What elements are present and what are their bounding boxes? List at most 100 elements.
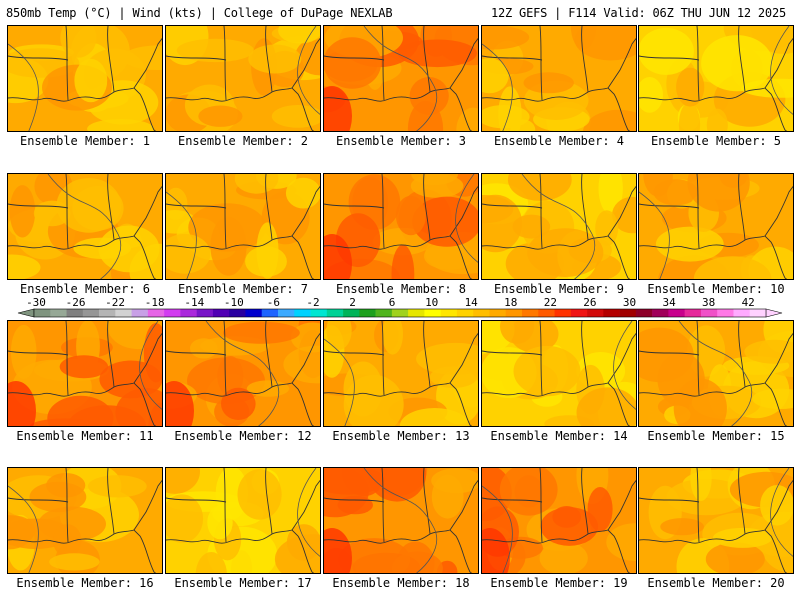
colorbar-tick-label: -14 xyxy=(184,297,204,309)
colorbar-tick-label: 18 xyxy=(504,297,517,309)
coastline xyxy=(166,55,227,61)
ensemble-member-map xyxy=(165,467,321,574)
colorbar-swatch xyxy=(196,309,214,317)
colorbar-swatch xyxy=(603,309,620,317)
coastline xyxy=(223,468,227,543)
coastline xyxy=(65,26,69,101)
coastline xyxy=(639,497,700,503)
ensemble-member-map xyxy=(165,320,321,427)
colorbar-max-arrow xyxy=(765,308,783,318)
coastline xyxy=(65,468,69,543)
member-label: Ensemble Member: 12 xyxy=(174,429,312,443)
coastline xyxy=(291,185,320,237)
isotherm-contour xyxy=(139,321,162,410)
temperature-colorbar: -30 -26 -22 -18 -14 -10 -6 -2 2 6 10 14 18 22 26 30 34 38… xyxy=(17,297,783,318)
colorbar-swatch xyxy=(733,309,751,317)
coastline xyxy=(482,497,543,503)
ensemble-member-map xyxy=(638,173,794,280)
colorbar-swatch xyxy=(294,309,311,317)
ensemble-member-map xyxy=(481,467,637,574)
coastline xyxy=(423,321,431,388)
temperature-field xyxy=(482,321,636,426)
colorbar-swatch xyxy=(522,309,539,317)
coastline xyxy=(696,468,700,543)
colorbar-swatch xyxy=(212,309,230,317)
colorbar-tick-label: 26 xyxy=(583,297,596,309)
colorbar-swatch xyxy=(587,309,604,317)
temperature-field xyxy=(166,174,320,279)
coastline xyxy=(539,26,543,101)
temperature-field xyxy=(482,174,636,279)
coastline xyxy=(639,203,700,209)
ensemble-member-map xyxy=(481,25,637,132)
colorbar-swatch xyxy=(456,309,474,317)
isotherm-contour xyxy=(482,485,513,573)
member-label: Ensemble Member: 18 xyxy=(332,576,470,590)
ensemble-member-map xyxy=(638,25,794,132)
colorbar-tick-label: 14 xyxy=(465,297,479,309)
temperature-field xyxy=(8,468,162,573)
coastline xyxy=(291,37,320,89)
coastline xyxy=(133,332,162,384)
colorbar-tick-label: 10 xyxy=(425,297,438,309)
ensemble-member-map xyxy=(165,173,321,280)
colorbar-swatch xyxy=(489,309,507,317)
coastline xyxy=(738,321,746,388)
coastline xyxy=(764,37,793,89)
coastline xyxy=(696,26,700,101)
coastline xyxy=(166,497,227,503)
coastline xyxy=(482,55,543,61)
colorbar-swatch xyxy=(375,309,393,317)
ensemble-member-map xyxy=(638,320,794,427)
colorbar-swatch xyxy=(50,309,67,317)
coastline xyxy=(223,26,227,101)
coastline xyxy=(166,235,315,279)
ensemble-member-map xyxy=(165,25,321,132)
coastline xyxy=(449,185,478,237)
colorbar-swatch xyxy=(554,309,572,317)
coastline xyxy=(639,87,788,131)
coastline xyxy=(107,26,115,93)
coastline xyxy=(107,321,115,388)
member-label: Ensemble Member: 5 xyxy=(650,134,782,148)
coastline xyxy=(8,350,69,356)
ensemble-member-map xyxy=(7,467,163,574)
coastline xyxy=(8,235,157,279)
colorbar-swatch xyxy=(245,309,263,317)
member-label: Ensemble Member: 2 xyxy=(177,134,309,148)
ensemble-member-map xyxy=(638,467,794,574)
colorbar-swatch xyxy=(700,309,718,317)
colorbar-swatch xyxy=(359,309,376,317)
member-label: Ensemble Member: 10 xyxy=(647,282,785,296)
coastline xyxy=(324,350,385,356)
temperature-field xyxy=(482,26,636,131)
coastline xyxy=(423,468,431,535)
member-label: Ensemble Member: 11 xyxy=(16,429,154,443)
coastline xyxy=(8,382,157,426)
member-label: Ensemble Member: 9 xyxy=(493,282,625,296)
coastline xyxy=(581,26,589,93)
colorbar-swatch xyxy=(99,309,116,317)
temperature-field xyxy=(639,468,793,573)
coastline xyxy=(607,332,636,384)
temperature-field xyxy=(8,26,162,131)
coastline xyxy=(133,185,162,237)
colorbar-tick-label: -10 xyxy=(224,297,244,309)
isotherm-contour xyxy=(205,321,279,426)
colorbar-swatch xyxy=(684,309,702,317)
coastline xyxy=(166,350,227,356)
model-run-info: 12Z GEFS | F114 Valid: 06Z THU JUN 12 20… xyxy=(490,6,786,20)
member-label: Ensemble Member: 6 xyxy=(19,282,151,296)
ensemble-member-map xyxy=(7,320,163,427)
coastline xyxy=(65,321,69,396)
temperature-field xyxy=(639,26,793,131)
temperature-field xyxy=(8,174,162,279)
coastline xyxy=(738,174,746,241)
ensemble-member-map xyxy=(323,173,479,280)
isotherm-contour xyxy=(47,174,121,279)
coastline xyxy=(482,235,631,279)
colorbar-tick-label: -2 xyxy=(306,297,319,309)
coastline xyxy=(581,321,589,388)
temperature-field xyxy=(482,468,636,573)
colorbar-swatch xyxy=(570,309,588,317)
